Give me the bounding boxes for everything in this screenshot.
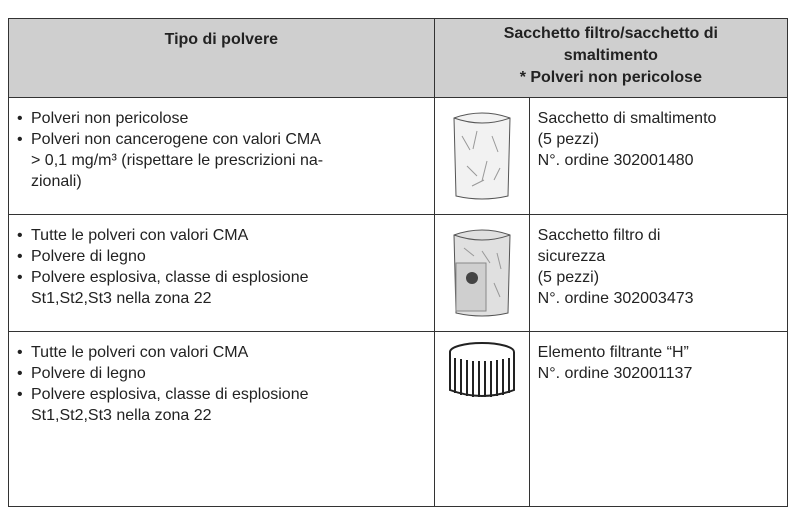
bullet-item: Polvere di legno	[15, 363, 428, 384]
dust-cell: Tutte le polveri con valori CMA Polvere d…	[8, 331, 435, 507]
text-line: * Polveri non pericolose	[519, 69, 702, 86]
header-cell: Tipo di polvere	[8, 18, 435, 98]
text-line: sicurezza	[537, 248, 606, 265]
product-cell: Elemento filtrante “H” N°. ordine 3020011…	[528, 331, 789, 507]
bullet-item: Polveri non cancerogene con valori CMA > …	[15, 129, 428, 192]
bullet-item: Polvere esplosiva, classe di esplosione S…	[15, 267, 428, 309]
text-line: > 0,1 mg/m³ (rispettare le prescrizioni …	[31, 152, 324, 169]
text-line: Tutte le polveri con valori CMA	[31, 227, 249, 244]
bullet-item: Tutte le polveri con valori CMA	[15, 225, 428, 246]
table-row: Tutte le polveri con valori CMA Polvere d…	[8, 214, 789, 332]
text-line: Polveri non pericolose	[31, 110, 189, 127]
bullet-list: Polveri non pericolose Polveri non cancer…	[15, 108, 428, 192]
text-line: St1,St2,St3 nella zona 22	[31, 407, 212, 424]
product-cell: Sacchetto filtro di sicurezza (5 pezzi) N°.…	[528, 214, 789, 332]
bullet-item: Polvere esplosiva, classe di esplosione S…	[15, 384, 428, 426]
text-line: smaltimento	[563, 47, 658, 64]
disposal-bag-icon	[453, 112, 511, 200]
text-line: Elemento filtrante “H”	[537, 344, 689, 361]
table-row: Polveri non pericolose Polveri non cancer…	[8, 97, 789, 215]
text-line: Polvere di legno	[31, 365, 146, 382]
text-line: N°. ordine 302001480	[537, 152, 694, 169]
bullet-item: Polvere di legno	[15, 246, 428, 267]
bullet-item: Tutte le polveri con valori CMA	[15, 342, 428, 363]
text-line: Polveri non cancerogene con valori CMA	[31, 131, 321, 148]
text-line: Tutte le polveri con valori CMA	[31, 344, 249, 361]
table-row: Tutte le polveri con valori CMA Polvere d…	[8, 331, 789, 507]
dust-cell: Tutte le polveri con valori CMA Polvere d…	[8, 214, 435, 332]
image-cell	[433, 331, 530, 507]
text-line: N°. ordine 302003473	[537, 290, 694, 307]
text-line: Sacchetto filtro di	[537, 227, 661, 244]
image-cell	[433, 214, 530, 332]
product-cell: Sacchetto di smaltimento (5 pezzi) N°. ord…	[528, 97, 789, 215]
filter-element-icon	[448, 342, 515, 397]
text-line: Polvere esplosiva, classe di esplosione	[31, 269, 309, 286]
bullet-list: Tutte le polveri con valori CMA Polvere d…	[15, 342, 428, 426]
image-cell	[433, 97, 530, 215]
text-line: N°. ordine 302001137	[537, 365, 693, 382]
text-line: Sacchetto di smaltimento	[537, 110, 717, 127]
dust-table: Tipo di polvere Sacchetto filtro/sacchet…	[8, 18, 789, 507]
dust-cell: Polveri non pericolose Polveri non cancer…	[8, 97, 435, 215]
safety-bag-icon	[453, 229, 511, 317]
text-line: St1,St2,St3 nella zona 22	[31, 290, 212, 307]
bullet-item: Polveri non pericolose	[15, 108, 428, 129]
header-row: Tipo di polvere Sacchetto filtro/sacchet…	[8, 18, 789, 98]
text-line: Sacchetto filtro/sacchetto di	[503, 25, 718, 42]
text-line: zionali)	[31, 173, 82, 190]
header-cell: Sacchetto filtro/sacchetto di smaltimento…	[433, 18, 789, 98]
text-line: (5 pezzi)	[537, 131, 600, 148]
text-line: Polvere di legno	[31, 248, 146, 265]
bullet-list: Tutte le polveri con valori CMA Polvere d…	[15, 225, 428, 309]
text-line: (5 pezzi)	[537, 269, 600, 286]
text-line: Polvere esplosiva, classe di esplosione	[31, 386, 309, 403]
text-line: Tipo di polvere	[164, 31, 279, 48]
